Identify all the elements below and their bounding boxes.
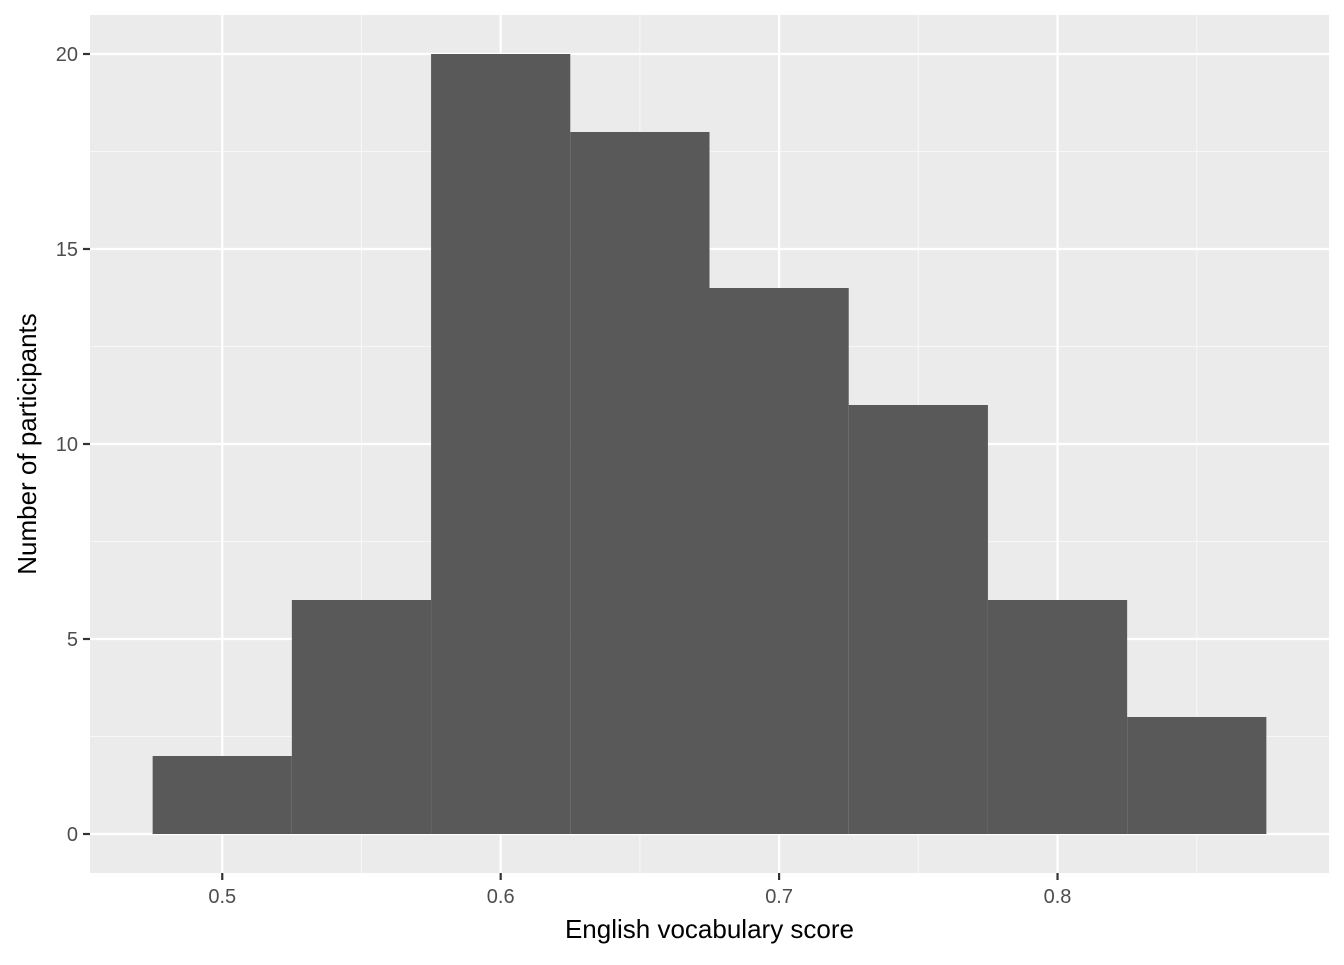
x-tick-label: 0.7 (765, 886, 793, 908)
histogram-bar (291, 600, 432, 834)
histogram-bar (1127, 717, 1267, 834)
y-axis-ticks: 0 5 10 15 20 (56, 44, 90, 846)
x-tick-label: 0.6 (487, 886, 515, 908)
y-tick-label: 5 (67, 629, 78, 651)
histogram-bar (987, 600, 1128, 834)
y-tick-label: 20 (56, 44, 78, 66)
y-tick-label: 0 (67, 824, 78, 846)
histogram-bar (431, 54, 571, 834)
histogram-bar (709, 288, 849, 834)
x-axis-ticks: 0.5 0.6 0.7 0.8 (208, 873, 1071, 908)
histogram-bar (570, 132, 710, 834)
x-axis-title: English vocabulary score (565, 914, 854, 944)
histogram-bars (152, 54, 1267, 834)
y-tick-label: 10 (56, 434, 78, 456)
x-tick-label: 0.5 (208, 886, 236, 908)
histogram-bar (152, 756, 292, 834)
histogram-bar (848, 405, 988, 834)
y-tick-label: 15 (56, 239, 78, 261)
x-tick-label: 0.8 (1044, 886, 1072, 908)
y-axis-title: Number of participants (12, 313, 42, 575)
